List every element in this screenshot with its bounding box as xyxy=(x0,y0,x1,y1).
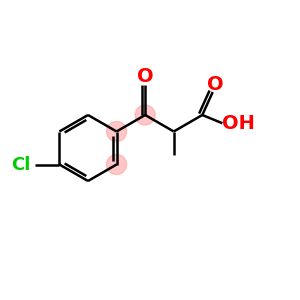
Text: O: O xyxy=(137,67,154,86)
Text: O: O xyxy=(207,74,224,94)
Text: Cl: Cl xyxy=(11,155,30,173)
Text: OH: OH xyxy=(222,114,255,133)
Circle shape xyxy=(106,122,127,142)
Circle shape xyxy=(135,105,155,125)
Circle shape xyxy=(106,154,127,175)
